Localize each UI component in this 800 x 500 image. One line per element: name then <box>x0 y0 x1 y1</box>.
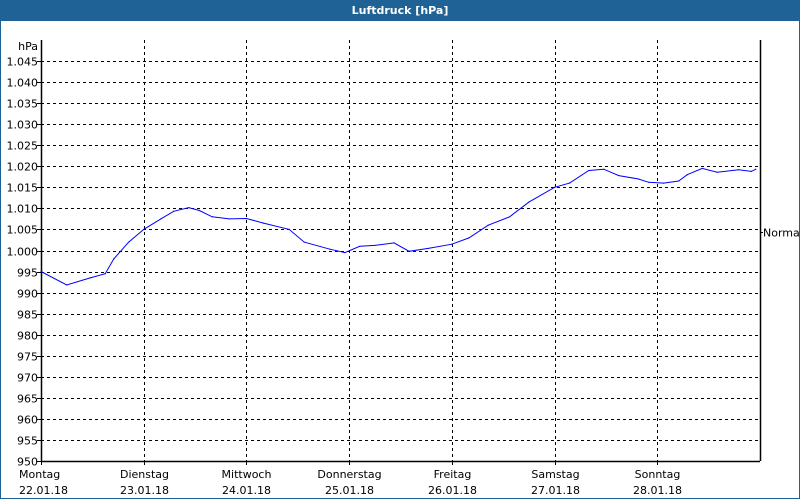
data-point <box>113 258 115 260</box>
data-point <box>329 248 331 250</box>
data-point <box>663 182 665 184</box>
pressure-line <box>40 167 756 286</box>
x-tick-date: 27.01.18 <box>531 484 580 497</box>
data-point <box>104 273 106 275</box>
y-tick-label: 1.030 <box>7 119 39 132</box>
data-point <box>509 216 511 218</box>
data-point <box>716 171 718 173</box>
y-tick-label: 990 <box>17 288 38 301</box>
data-point <box>374 244 376 247</box>
chart-title: Luftdruck [hPa] <box>0 0 800 21</box>
y-tick-label: 1.045 <box>7 56 39 69</box>
y-tick-label: 955 <box>17 435 38 448</box>
y-tick-label: 1.010 <box>7 203 39 216</box>
y-tick-label: 980 <box>17 330 38 343</box>
data-point <box>160 218 162 220</box>
y-tick-label: 985 <box>17 309 38 322</box>
data-point <box>211 216 213 218</box>
data-point <box>89 277 91 279</box>
data-point <box>288 228 290 231</box>
normal-label: Normal <box>763 227 800 240</box>
y-tick-label: 1.015 <box>7 182 39 195</box>
data-point <box>427 247 429 249</box>
data-point <box>451 243 453 245</box>
data-point <box>359 245 361 247</box>
x-tick-day: Dienstag <box>120 468 169 481</box>
y-tick-label: 950 <box>17 456 38 469</box>
x-tick-day: Sonntag <box>635 468 681 481</box>
x-tick-date: 25.01.18 <box>325 484 374 497</box>
x-tick-day: Mittwoch <box>222 468 272 481</box>
y-tick-label: 1.005 <box>7 224 39 237</box>
data-point <box>487 224 489 226</box>
y-tick-label: 995 <box>17 267 38 280</box>
x-tick-day: Freitag <box>434 468 472 481</box>
y-tick-label: 1.025 <box>7 140 39 153</box>
data-point <box>678 180 680 182</box>
data-point <box>618 174 620 177</box>
data-point <box>173 210 175 212</box>
data-point <box>568 182 571 184</box>
data-point <box>637 178 639 180</box>
data-point <box>188 206 190 209</box>
data-point <box>468 237 470 239</box>
data-point <box>408 250 410 252</box>
x-tick-day: Montag <box>19 468 60 481</box>
y-tick-label: 1.035 <box>7 98 39 111</box>
data-point <box>40 270 42 273</box>
x-tick-day: Samstag <box>531 468 579 481</box>
x-tick-date: 23.01.18 <box>120 484 169 497</box>
data-point <box>553 186 556 188</box>
data-point <box>245 217 248 220</box>
x-tick-day: Donnerstag <box>317 468 381 481</box>
data-point <box>755 168 757 170</box>
data-point <box>198 209 200 212</box>
y-tick-label: 1.040 <box>7 77 39 90</box>
y-tick-label: 965 <box>17 393 38 406</box>
data-point <box>128 241 130 243</box>
data-point <box>603 168 605 170</box>
data-point <box>228 218 230 220</box>
data-point <box>686 174 688 176</box>
x-tick-date: 26.01.18 <box>428 484 477 497</box>
y-tick-label: 1.000 <box>7 246 39 259</box>
y-tick-label: 970 <box>17 372 38 385</box>
data-point <box>750 170 753 172</box>
data-point <box>344 252 346 254</box>
data-point <box>738 169 740 171</box>
x-tick-date: 22.01.18 <box>19 484 68 497</box>
y-axis-label: hPa <box>18 40 38 53</box>
data-point <box>588 169 590 172</box>
y-tick-label: 960 <box>17 414 38 427</box>
data-point <box>528 201 530 203</box>
y-tick-label: 975 <box>17 351 38 364</box>
data-point <box>648 181 650 183</box>
data-point <box>303 241 305 243</box>
data-point <box>262 222 265 224</box>
data-point <box>143 228 145 231</box>
x-tick-date: 24.01.18 <box>222 484 271 497</box>
data-point <box>66 284 68 286</box>
x-tick-date: 28.01.18 <box>633 484 682 497</box>
data-point <box>701 167 703 170</box>
y-tick-label: 1.020 <box>7 161 39 174</box>
data-point <box>393 242 395 244</box>
